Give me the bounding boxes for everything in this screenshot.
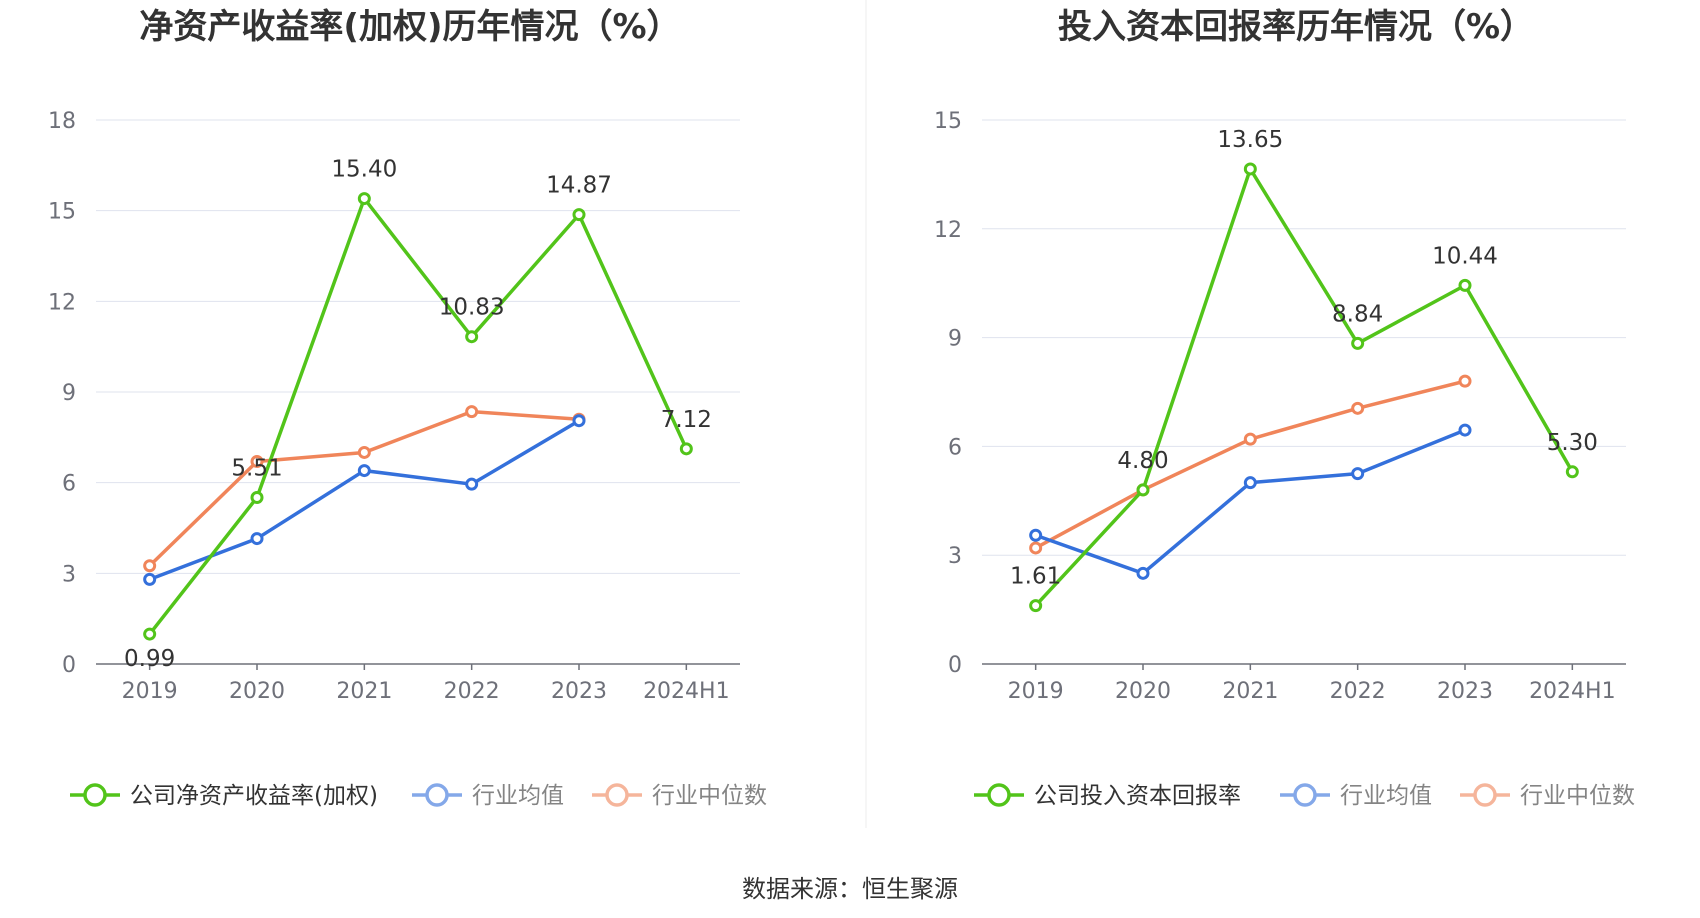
legend-label: 行业均值 — [472, 783, 564, 809]
legend-label: 公司投入资本回报率 — [1034, 783, 1241, 809]
x-tick-label: 2020 — [1115, 679, 1171, 704]
y-tick-label: 0 — [948, 653, 962, 678]
data-label: 0.99 — [124, 646, 175, 672]
x-tick-label: 2021 — [1222, 679, 1278, 704]
industry-avg-point — [1458, 423, 1472, 437]
x-tick-label: 2022 — [444, 679, 500, 704]
industry-avg-point — [1136, 566, 1150, 580]
legend-item: 公司投入资本回报率 — [974, 783, 1241, 809]
industry-avg-point — [1243, 476, 1257, 490]
industry-avg-point — [250, 532, 264, 546]
y-tick-label: 9 — [948, 327, 962, 352]
y-tick-label: 15 — [934, 109, 962, 134]
legend-marker — [1293, 783, 1317, 807]
y-tick-label: 9 — [62, 381, 76, 406]
company-line — [148, 196, 688, 636]
industry-median-line — [148, 409, 580, 568]
data-label: 5.51 — [231, 455, 282, 481]
y-tick-label: 3 — [948, 544, 962, 569]
data-label: 13.65 — [1217, 127, 1283, 153]
legend-label: 公司净资产收益率(加权) — [130, 783, 378, 809]
legend-item: 行业中位数 — [1460, 783, 1635, 809]
data-label: 1.61 — [1010, 564, 1061, 590]
legend-marker — [987, 783, 1011, 807]
industry-median-point — [1458, 374, 1472, 388]
industry-avg-point — [1351, 467, 1365, 481]
industry-avg-line — [1035, 428, 1466, 576]
x-tick-label: 2019 — [1008, 679, 1064, 704]
y-tick-label: 15 — [48, 200, 76, 225]
legend-label: 行业均值 — [1340, 783, 1432, 809]
company-point — [357, 192, 371, 206]
x-tick-label: 2021 — [336, 679, 392, 704]
legend-marker — [605, 783, 629, 807]
industry-median-point — [465, 405, 479, 419]
industry-median-line — [1034, 379, 1466, 550]
legend-item: 行业均值 — [1280, 783, 1432, 809]
y-tick-label: 12 — [48, 290, 76, 315]
legend-item: 行业中位数 — [592, 783, 767, 809]
legend-label: 行业中位数 — [1520, 783, 1635, 809]
y-tick-label: 6 — [62, 472, 76, 497]
industry-avg-point — [465, 477, 479, 491]
data-label: 8.84 — [1332, 301, 1383, 327]
industry-avg-point — [1029, 528, 1043, 542]
company-point — [1136, 483, 1150, 497]
data-label: 15.40 — [331, 157, 397, 183]
company-point — [1351, 336, 1365, 350]
y-tick-label: 12 — [934, 218, 962, 243]
legend-marker — [83, 783, 107, 807]
x-tick-label: 2022 — [1330, 679, 1386, 704]
y-tick-label: 6 — [948, 435, 962, 460]
x-tick-label: 2023 — [1437, 679, 1493, 704]
roe-chart: 净资产收益率(加权)历年情况（%） 0 3 6 9 12 15 18 2019 2020 2021 2… — [48, 7, 767, 809]
legend-label: 行业中位数 — [652, 783, 767, 809]
data-label: 5.30 — [1547, 430, 1598, 456]
industry-avg-point — [572, 414, 586, 428]
legend-item: 行业均值 — [412, 783, 564, 809]
industry-avg-line — [149, 419, 580, 582]
company-line — [1034, 167, 1574, 607]
legend-marker — [425, 783, 449, 807]
y-tick-label: 18 — [48, 109, 76, 134]
industry-median-point — [1243, 432, 1257, 446]
x-tick-label: 2023 — [551, 679, 607, 704]
data-label: 10.44 — [1432, 243, 1498, 269]
roic-chart: 投入资本回报率历年情况（%） 0 3 6 9 12 15 2019 2020 2021 2022 20… — [934, 7, 1635, 809]
company-point — [1565, 465, 1579, 479]
industry-median-point — [250, 455, 264, 469]
x-tick-label: 2024H1 — [1529, 679, 1616, 704]
company-point — [1243, 162, 1257, 176]
company-point — [1458, 278, 1472, 292]
y-tick-label: 0 — [62, 653, 76, 678]
data-label: 7.12 — [661, 407, 712, 433]
company-point — [143, 627, 157, 641]
industry-median-point — [1029, 541, 1043, 555]
legend-marker — [1473, 783, 1497, 807]
data-label: 4.80 — [1117, 448, 1168, 474]
industry-median-point — [1351, 401, 1365, 415]
x-tick-label: 2024H1 — [643, 679, 730, 704]
chart-title: 净资产收益率(加权)历年情况（%） — [139, 7, 680, 47]
legend-item: 公司净资产收益率(加权) — [70, 783, 378, 809]
data-label: 14.87 — [546, 173, 612, 199]
y-tick-label: 3 — [62, 562, 76, 587]
industry-avg-point — [143, 572, 157, 586]
company-point — [250, 490, 264, 504]
industry-median-point — [143, 559, 157, 573]
x-tick-label: 2019 — [122, 679, 178, 704]
industry-median-point — [357, 445, 371, 459]
data-label: 10.83 — [439, 295, 505, 321]
company-point — [465, 330, 479, 344]
data-source: 数据来源：恒生聚源 — [742, 875, 958, 903]
company-point — [1029, 599, 1043, 613]
industry-avg-point — [357, 464, 371, 478]
chart-title: 投入资本回报率历年情况（%） — [1058, 7, 1534, 47]
x-tick-label: 2020 — [229, 679, 285, 704]
company-point — [572, 208, 586, 222]
company-point — [679, 442, 693, 456]
